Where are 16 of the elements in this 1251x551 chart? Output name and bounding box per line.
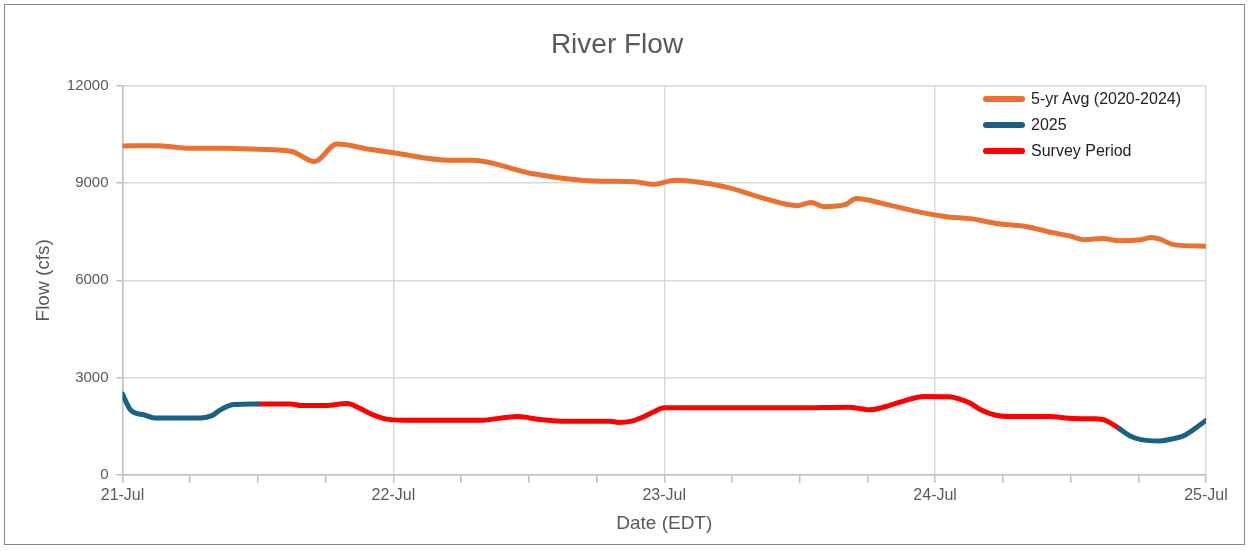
x-tick-label: 24-Jul [913, 486, 957, 504]
x-tick-label: 23-Jul [642, 486, 687, 504]
y-axis-title: Flow (cfs) [31, 239, 53, 322]
y-tick-label: 6000 [75, 270, 109, 288]
y-tick-label: 12000 [66, 75, 109, 93]
legend-label: 5-yr Avg (2020-2024) [1031, 89, 1182, 108]
x-tick-label: 21-Jul [100, 486, 145, 504]
x-axis-title: Date (EDT) [616, 511, 713, 533]
y-tick-label: 3000 [75, 367, 109, 385]
legend-label: Survey Period [1031, 141, 1132, 160]
y-tick-label: 9000 [75, 173, 109, 191]
x-tick-label: 25-Jul [1184, 486, 1228, 504]
chart-title: River Flow [550, 27, 684, 59]
y-tick-label: 0 [100, 465, 109, 483]
x-tick-label: 22-Jul [371, 486, 416, 504]
legend-label: 2025 [1031, 115, 1067, 134]
